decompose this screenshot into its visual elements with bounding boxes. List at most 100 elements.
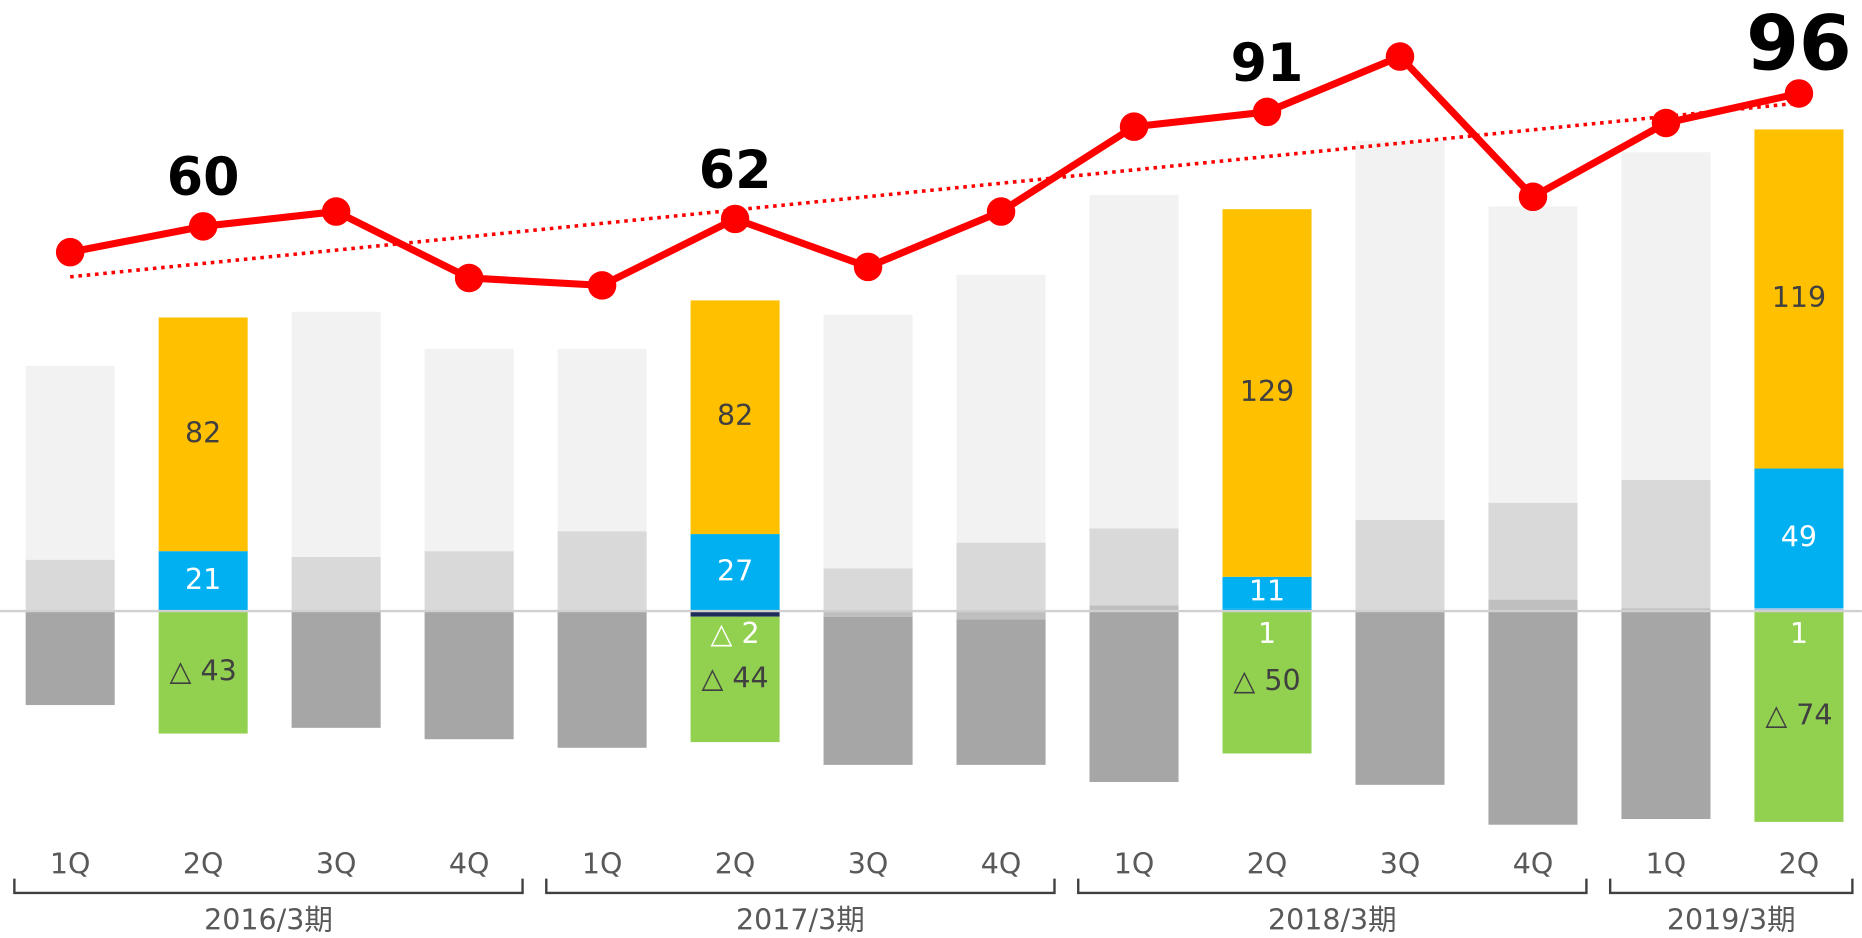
- line-marker: [55, 237, 85, 267]
- bar-segment: [424, 348, 514, 552]
- bar-segment: [291, 556, 381, 612]
- bar-segment: [1222, 611, 1312, 754]
- x-tick-label: 2Q: [715, 848, 756, 881]
- bar-segment: [1754, 611, 1844, 822]
- bar-segment: [1355, 140, 1445, 520]
- bar-value-label: 129: [1240, 375, 1294, 408]
- line-marker: [1119, 112, 1149, 141]
- bar-segment: [1754, 129, 1844, 469]
- bar-value-label: △ 50: [1233, 664, 1300, 697]
- bar-value-label: 27: [717, 555, 753, 588]
- x-tick-label: 4Q: [449, 848, 490, 881]
- bar-segment: [823, 314, 913, 569]
- bar-value-label: △ 74: [1765, 698, 1832, 731]
- group-bracket: [545, 878, 1056, 895]
- bar-segment: [25, 559, 115, 612]
- line-marker: [454, 263, 484, 293]
- x-tick-label: 3Q: [1380, 848, 1421, 881]
- line-value-label: 96: [1746, 0, 1852, 87]
- bar-value-label: △ 43: [170, 654, 237, 687]
- line-marker: [1252, 97, 1282, 127]
- bar-segment: [424, 611, 514, 740]
- bar-value-label: 82: [185, 416, 221, 449]
- group-bracket: [1077, 878, 1588, 895]
- group-label: 2018/3期: [1268, 903, 1397, 936]
- x-tick-label: 1Q: [50, 848, 91, 881]
- bar-segment: [158, 611, 248, 734]
- bar-segment: [823, 611, 913, 617]
- bar-segment: [956, 274, 1046, 543]
- bar-segment: [956, 611, 1046, 620]
- x-tick-label: 1Q: [582, 848, 623, 881]
- bar-segment: [1754, 468, 1844, 609]
- bar-segment: [1488, 611, 1578, 825]
- bar-segment: [956, 619, 1046, 765]
- line-value-label: 60: [167, 148, 240, 208]
- bar-segment: [956, 542, 1046, 612]
- line-marker: [1518, 182, 1548, 212]
- line-value-label: 91: [1231, 34, 1304, 94]
- bar-segment: [1222, 209, 1312, 577]
- bar-segment: [690, 534, 780, 612]
- bar-segment: [25, 365, 115, 560]
- group-label: 2017/3期: [736, 903, 865, 936]
- bar-segment: [291, 611, 381, 728]
- bar-segment: [158, 551, 248, 612]
- bar-segment: [1488, 206, 1578, 503]
- bar-segment: [1089, 605, 1179, 612]
- bar-segment: [1621, 479, 1711, 609]
- bar-segment: [690, 616, 780, 743]
- line-marker: [986, 197, 1016, 226]
- bar-segment: [424, 551, 514, 612]
- bar-segment: [1089, 194, 1179, 529]
- group-label: 2019/3期: [1667, 903, 1796, 936]
- bar-segment: [158, 317, 248, 552]
- bar-segment: [557, 531, 647, 612]
- line-marker: [188, 212, 218, 241]
- x-tick-label: 4Q: [1513, 848, 1554, 881]
- line-marker: [321, 197, 351, 226]
- bar-segment: [1222, 576, 1312, 609]
- bar-segment: [1621, 608, 1711, 612]
- line-marker: [1784, 79, 1814, 108]
- bar-segment: [690, 611, 780, 617]
- line-marker: [587, 271, 617, 300]
- bar-segment: [1621, 611, 1711, 820]
- bar-value-label: 11: [1249, 574, 1285, 607]
- trendline: [69, 101, 1800, 279]
- line-marker: [853, 252, 883, 282]
- bar-segment: [1621, 152, 1711, 480]
- x-tick-label: 3Q: [316, 848, 357, 881]
- bar-value-label: △ 44: [701, 661, 768, 694]
- line-marker: [1385, 42, 1415, 71]
- x-tick-label: 1Q: [1646, 848, 1687, 881]
- bar-segment: [1089, 528, 1179, 606]
- bar-segment: [1488, 502, 1578, 600]
- x-tick-label: 3Q: [848, 848, 889, 881]
- bar-segment: [1355, 611, 1445, 785]
- bar-value-label: 49: [1781, 520, 1817, 553]
- bar-segment: [1222, 608, 1312, 612]
- bar-segment: [690, 300, 780, 535]
- bar-segment: [1355, 519, 1445, 612]
- line-marker: [1651, 108, 1681, 138]
- bar-segment: [1754, 608, 1844, 612]
- bar-segment: [823, 568, 913, 612]
- line-marker: [720, 204, 750, 234]
- bar-segment: [557, 611, 647, 748]
- group-label: 2016/3期: [204, 903, 333, 936]
- x-tick-label: 4Q: [981, 848, 1022, 881]
- x-tick-label: 1Q: [1114, 848, 1155, 881]
- bar-value-label: 1: [1258, 617, 1276, 650]
- x-tick-label: 2Q: [1779, 848, 1820, 881]
- line-series: [69, 52, 1800, 289]
- line-value-label: 62: [699, 141, 772, 201]
- bar-segment: [291, 311, 381, 557]
- bar-value-label: 21: [185, 563, 221, 596]
- bar-segment: [25, 611, 115, 706]
- bar-segment: [1488, 599, 1578, 612]
- bar-value-label: 1: [1790, 617, 1808, 650]
- bar-segment: [823, 616, 913, 765]
